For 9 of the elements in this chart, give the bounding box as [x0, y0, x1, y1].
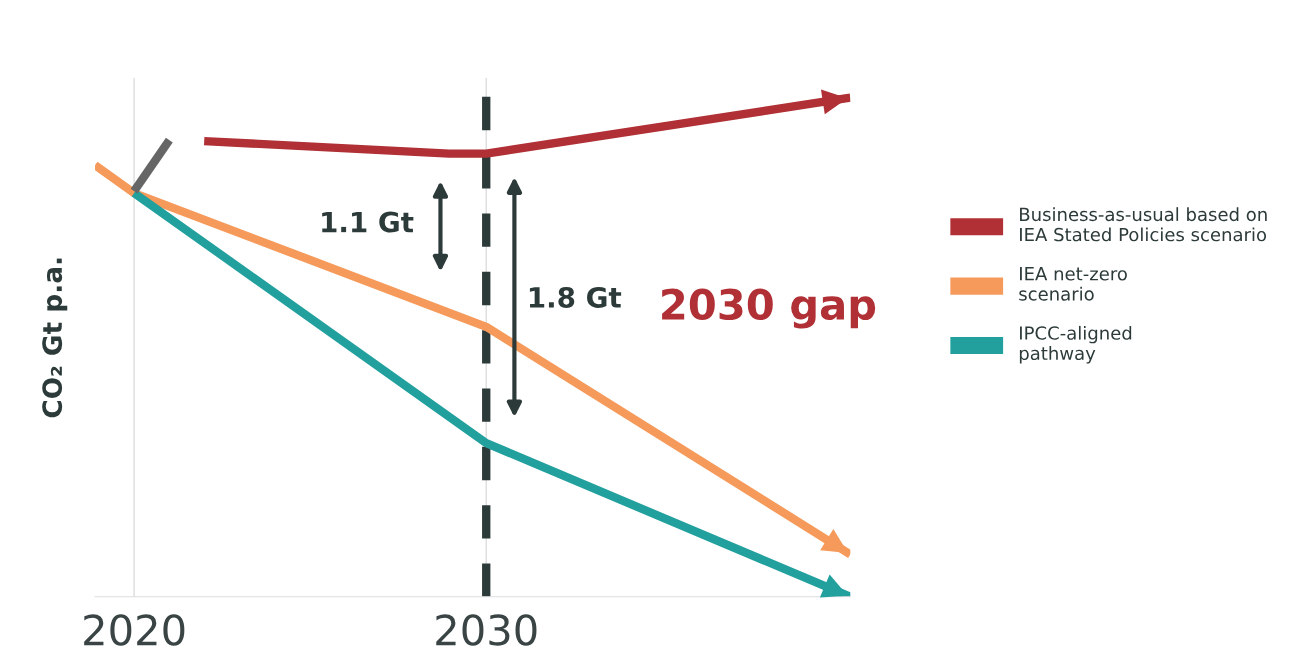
annotation: 1.1 Gt — [322, 211, 414, 233]
annotation: 2030 gap — [662, 288, 876, 329]
annotation: 1.8 Gt — [529, 286, 622, 308]
legend-label: IEA net-zero scenario — [1019, 267, 1127, 301]
legend-label: IPCC-aligned pathway — [1019, 325, 1132, 364]
legend-label: Business-as-usual based on IEA Stated Policies scenario — [1020, 207, 1267, 242]
x-tick-label: 2030 — [436, 614, 537, 646]
x-tick-label: 2020 — [84, 614, 185, 646]
y-axis-title: CO₂ Gt p.a. — [42, 258, 68, 418]
